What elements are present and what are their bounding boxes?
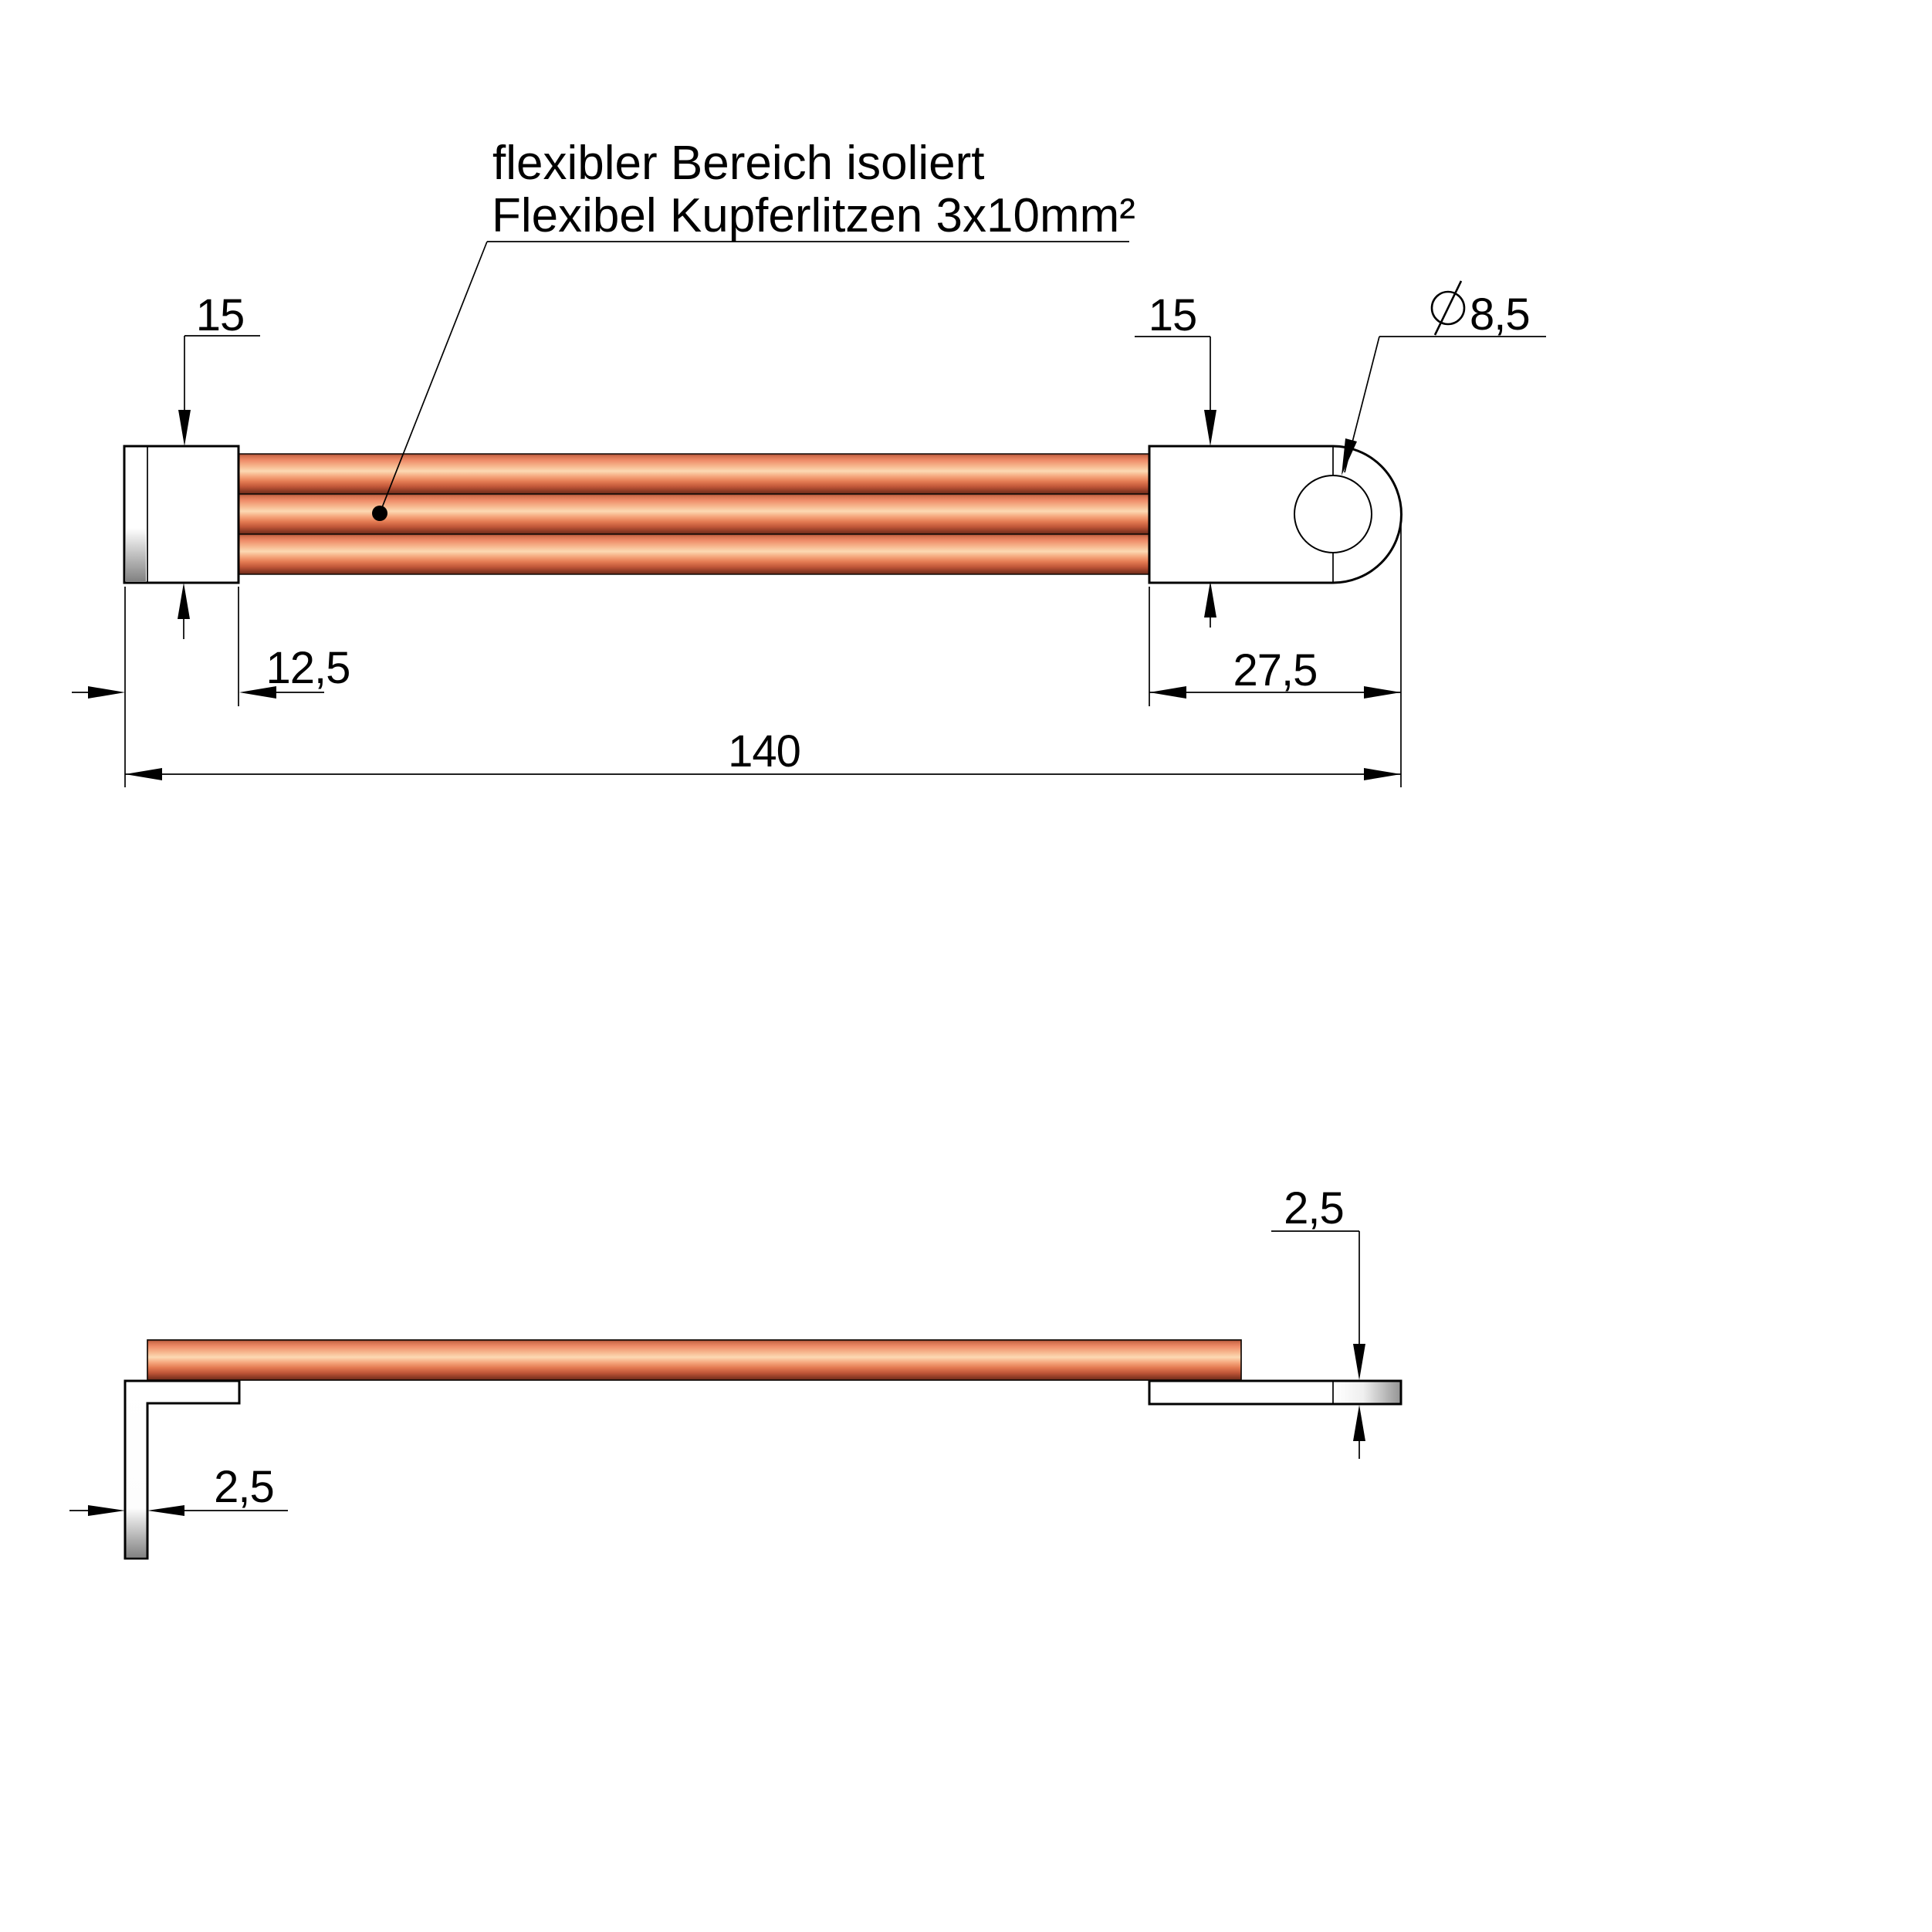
dim-left-tab-width-value: 15 [196, 290, 245, 340]
arrow-left-icon [147, 1505, 184, 1516]
annotation-leader-line [379, 241, 488, 514]
dim-right-tab-width: 15 [1135, 290, 1216, 628]
diameter-symbol-circle [1430, 290, 1466, 326]
terminal-hole [1294, 475, 1372, 553]
dim-left-bend-thickness-value: 2,5 [214, 1462, 274, 1512]
annotation-line-1: flexibler Bereich isoliert [492, 137, 984, 190]
dim-overall-length: 140 [125, 726, 1401, 780]
top-view: 15 15 8,5 [72, 280, 1546, 787]
arrow-left-icon [239, 686, 276, 699]
dim-right-pad-length: 27,5 [1149, 519, 1402, 787]
copper-braid-side [147, 1339, 1242, 1381]
copper-strand-1 [238, 453, 1150, 495]
dim-right-tab-width-value: 15 [1149, 290, 1197, 340]
dim-right-plate-thickness-value: 2,5 [1284, 1183, 1344, 1233]
arrow-leader-icon [1342, 438, 1357, 475]
arrow-left-icon [1149, 686, 1186, 699]
dim-left-bend-thickness: 2,5 [69, 1462, 288, 1516]
arrow-left-icon [125, 768, 162, 780]
dim-right-plate-thickness: 2,5 [1271, 1183, 1365, 1459]
arrow-up-icon [1353, 1405, 1365, 1441]
left-terminal-side [123, 1379, 241, 1560]
arrow-right-icon [1364, 686, 1401, 699]
annotation-leader-dot [372, 506, 387, 521]
side-view: 2,5 2,5 [69, 1183, 1402, 1560]
left-terminal-bend-shading [126, 448, 146, 581]
left-terminal-top [123, 445, 240, 584]
copper-braid-top [238, 453, 1150, 575]
left-leg-shading [126, 1382, 147, 1557]
arrow-right-icon [88, 1505, 125, 1516]
dim-hole-diameter: 8,5 [1342, 280, 1546, 475]
arrow-up-icon [178, 583, 190, 619]
annotation-callout: flexibler Bereich isoliert Flexibel Kupf… [372, 137, 1135, 521]
arrow-right-icon [88, 686, 125, 699]
copper-strand-3 [238, 533, 1150, 575]
arrow-down-icon [1204, 410, 1216, 446]
arrow-up-icon [1204, 581, 1216, 617]
right-terminal-side [1148, 1379, 1402, 1406]
dim-left-pad-length: 12,5 [72, 587, 350, 787]
arrow-down-icon [1353, 1344, 1365, 1380]
copper-strand-2 [238, 493, 1150, 535]
dim-hole-diameter-value: 8,5 [1470, 289, 1530, 340]
diameter-symbol [1430, 280, 1466, 336]
right-terminal-top [1148, 445, 1402, 584]
arrow-down-icon [178, 410, 191, 446]
arrow-right-icon [1364, 768, 1401, 780]
diameter-symbol-slash [1433, 280, 1463, 336]
dim-overall-length-value: 140 [728, 726, 800, 777]
right-plate-end-shading [1334, 1382, 1400, 1403]
annotation-line-2: Flexibel Kupferlitzen 3x10mm² [492, 189, 1135, 242]
dim-left-tab-width: 15 [178, 290, 260, 639]
dim-left-pad-length-value: 12,5 [266, 643, 350, 693]
dim-right-pad-length-value: 27,5 [1233, 645, 1318, 695]
